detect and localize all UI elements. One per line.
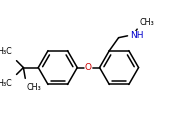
Text: H₃C: H₃C <box>0 79 12 88</box>
Text: CH₃: CH₃ <box>139 18 154 27</box>
Text: CH₃: CH₃ <box>26 83 41 92</box>
Text: H₃C: H₃C <box>0 47 12 56</box>
Text: NH: NH <box>130 31 143 40</box>
Text: O: O <box>85 63 92 72</box>
